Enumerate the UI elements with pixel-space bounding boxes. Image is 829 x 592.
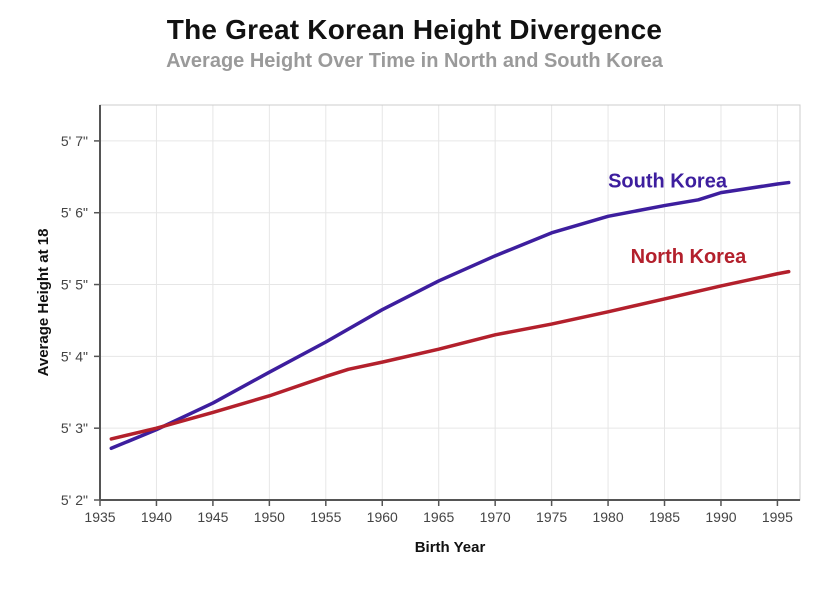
x-tick-label: 1950 [254,509,285,525]
x-tick-label: 1995 [762,509,793,525]
y-tick-label: 5' 2" [61,492,88,508]
y-tick-label: 5' 7" [61,133,88,149]
x-tick-label: 1990 [705,509,736,525]
page-root: The Great Korean Height Divergence Avera… [0,0,829,592]
x-tick-label: 1980 [592,509,623,525]
chart-subtitle: Average Height Over Time in North and So… [0,50,829,73]
x-tick-label: 1970 [480,509,511,525]
series-label-north-korea: North Korea [631,246,747,268]
x-tick-label: 1975 [536,509,567,525]
y-axis-label: Average Height at 18 [35,229,52,377]
y-tick-label: 5' 6" [61,205,88,221]
y-tick-label: 5' 3" [61,420,88,436]
series-label-south-korea: South Korea [608,171,728,193]
x-tick-label: 1940 [141,509,172,525]
x-tick-label: 1935 [84,509,115,525]
x-tick-label: 1945 [197,509,228,525]
line-chart: South Korea North Korea 1935 1940 1945 1950 19… [30,100,810,570]
x-tick-label: 1960 [367,509,398,525]
x-tick-label: 1965 [423,509,454,525]
chart-container: South Korea North Korea 1935 1940 1945 1950 19… [30,100,810,570]
chart-title: The Great Korean Height Divergence [0,14,829,46]
x-tick-label: 1955 [310,509,341,525]
titles-block: The Great Korean Height Divergence Avera… [0,0,829,73]
x-axis-label: Birth Year [415,539,486,556]
y-tick-label: 5' 4" [61,348,88,364]
x-tick-label: 1985 [649,509,680,525]
y-tick-label: 5' 5" [61,277,88,293]
